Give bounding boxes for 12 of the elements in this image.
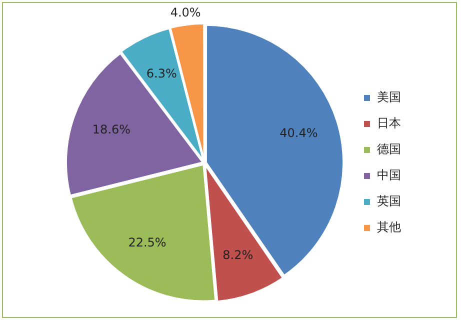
data-label: 6.3% <box>146 66 177 80</box>
data-label: 4.0% <box>170 5 201 20</box>
legend-label: 其他 <box>377 220 401 234</box>
data-label: 8.2% <box>222 248 254 262</box>
legend-label: 德国 <box>377 142 401 156</box>
legend-label: 美国 <box>377 90 401 104</box>
legend-label: 日本 <box>377 116 401 130</box>
data-label: 18.6% <box>92 122 131 136</box>
data-label: 22.5% <box>128 235 166 250</box>
legend-label: 中国 <box>377 168 401 182</box>
legend-label: 英国 <box>377 194 401 208</box>
data-label: 40.4% <box>280 126 318 140</box>
